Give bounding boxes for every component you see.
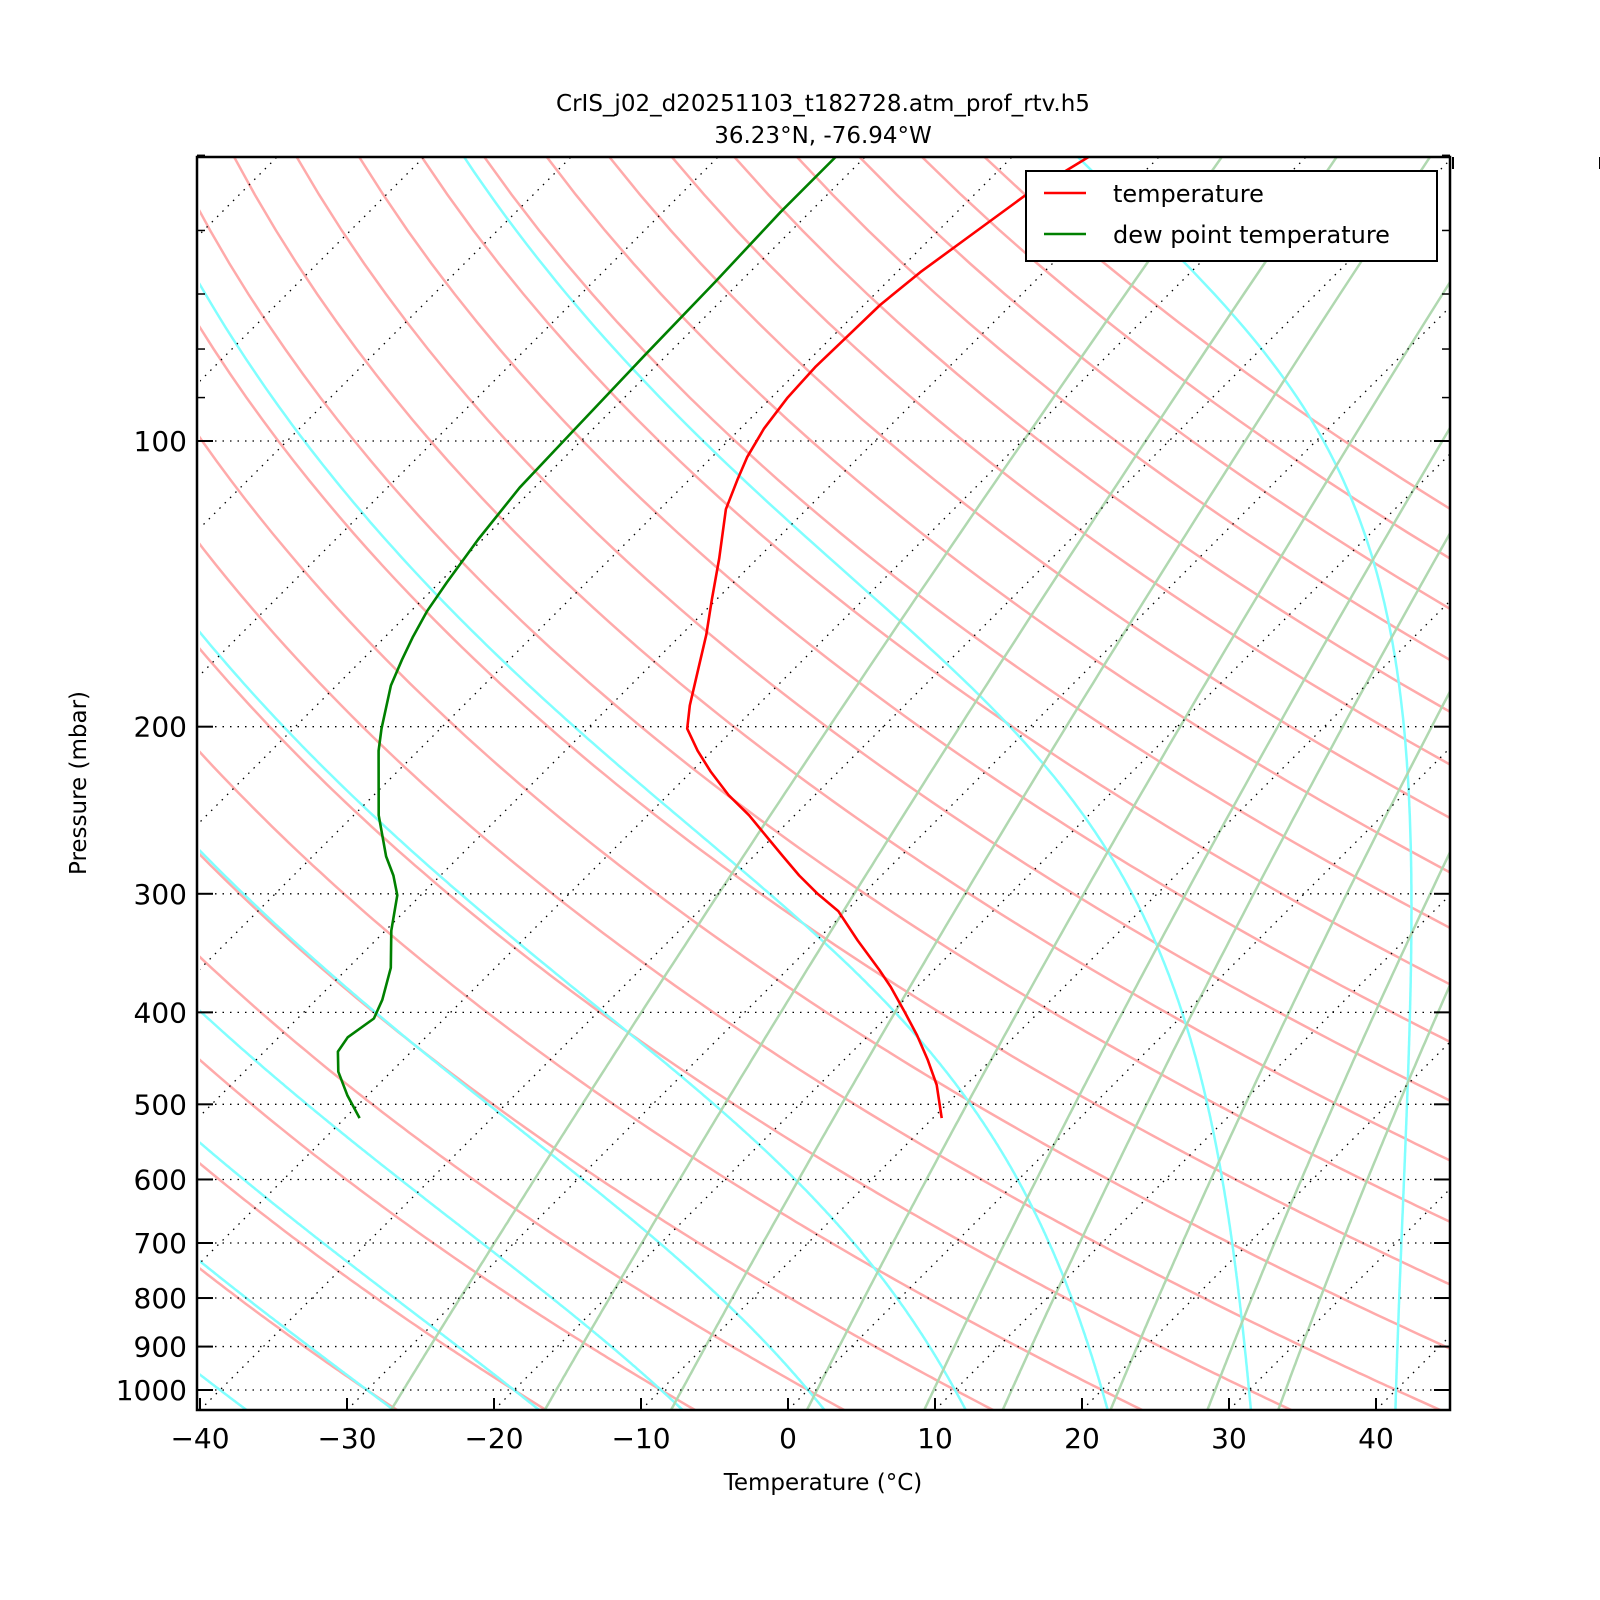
x-axis: −40 −30 −20 −10 0 10 20 30 40 (170, 157, 1600, 1455)
y-tick-label: 300 (134, 878, 187, 911)
moist-adiabats (200, 155, 1600, 1410)
isotherm-line (1081, 1041, 1450, 1410)
isotherm-line (200, 157, 1307, 1264)
dry-adiabats (200, 157, 1450, 1410)
mixing-ratio-line (1277, 981, 1450, 1410)
y-tick-label: 1000 (116, 1374, 187, 1407)
dry-adiabat-line (732, 157, 1450, 714)
isotherm-line (200, 157, 425, 382)
dry-adiabat-line (670, 157, 1450, 766)
y-tick-label: 500 (134, 1088, 187, 1121)
chart-title: CrIS_j02_d20251103_t182728.atm_prof_rtv.… (556, 91, 1090, 117)
moist-adiabat-line (200, 1141, 541, 1410)
dry-adiabat-line (795, 157, 1450, 662)
mixing-ratio-line (389, 157, 1224, 1410)
x-tick-label: −10 (611, 1422, 670, 1455)
mixing-ratio-line (543, 157, 1339, 1410)
dry-adiabat-line (545, 157, 1450, 874)
data-series (336, 157, 1090, 1119)
dry-adiabat-line (200, 647, 1292, 1410)
x-tick-label: −30 (317, 1422, 376, 1455)
temperature-profile-line (685, 157, 1090, 1119)
dry-adiabat-line (232, 157, 1450, 1162)
isotherm-line (934, 894, 1450, 1410)
dry-adiabat-line (200, 750, 1143, 1410)
dry-adiabat-line (482, 157, 1450, 930)
isotherm-line (200, 157, 572, 529)
isotherms (200, 157, 1450, 1410)
moist-adiabat-line (1076, 157, 1413, 1410)
dry-adiabat-line (357, 157, 1450, 1044)
mixing-ratio-lines (389, 157, 1450, 1410)
dry-adiabat-line (200, 325, 1450, 1286)
moist-adiabat-line (462, 157, 1253, 1410)
mixing-ratio-line (1206, 849, 1450, 1410)
dry-adiabat-line (607, 157, 1450, 820)
dry-adiabat-line (200, 435, 1450, 1350)
plot-area (200, 155, 1600, 1410)
moist-adiabat-line (200, 282, 1109, 1410)
x-axis-label: Temperature (°C) (723, 1470, 923, 1496)
isotherm-line (200, 157, 866, 823)
x-tick-label: 0 (779, 1422, 797, 1455)
legend-box (1025, 170, 1438, 262)
mixing-ratio-line (923, 425, 1450, 1410)
x-tick-label: −20 (464, 1422, 523, 1455)
x-tick-label: 40 (1358, 1422, 1394, 1455)
dry-adiabat-line (200, 1058, 696, 1410)
legend: temperature dew point temperature (1025, 170, 1438, 262)
plot-frame (195, 155, 1452, 1412)
isotherm-line (640, 600, 1450, 1410)
moist-adiabat-line (1541, 155, 1600, 1410)
dry-adiabat-line (920, 157, 1450, 560)
y-axis-label: Pressure (mbar) (66, 691, 92, 875)
mixing-ratio-line (1109, 688, 1450, 1410)
moist-adiabat-line (200, 630, 967, 1410)
y-tick-label: 200 (134, 711, 187, 744)
dry-adiabat-line (295, 157, 1450, 1102)
isotherm-line (200, 159, 1450, 1410)
isotherm-line (1375, 1335, 1450, 1410)
chart-subtitle: 36.23°N, -76.94°W (714, 123, 932, 149)
moist-adiabat-line (200, 1259, 395, 1410)
isotherm-line (200, 157, 1160, 1117)
x-tick-label: 10 (917, 1422, 953, 1455)
isotherm-line (200, 157, 719, 676)
moist-adiabat-line (200, 1009, 684, 1410)
x-tick-label: −40 (170, 1422, 229, 1455)
dry-adiabat-line (200, 1267, 398, 1410)
y-tick-label: 800 (134, 1282, 187, 1315)
mixing-ratio-line (805, 279, 1450, 1410)
mixing-ratio-line (1001, 530, 1450, 1410)
y-tick-label: 900 (134, 1331, 187, 1364)
x-tick-label: 30 (1211, 1422, 1247, 1455)
isotherm-line (200, 157, 1013, 970)
dewpoint-profile-line (336, 157, 837, 1119)
y-tick-label: 400 (134, 996, 187, 1029)
y-tick-label: 700 (134, 1227, 187, 1260)
isotherm-line (346, 306, 1450, 1410)
isotherm-line (493, 453, 1450, 1410)
dry-adiabat-line (200, 852, 994, 1410)
x-tick-label: 20 (1064, 1422, 1100, 1455)
mixing-ratio-line (669, 157, 1432, 1410)
legend-label-dewpoint: dew point temperature (1113, 221, 1390, 249)
pressure-gridlines (200, 440, 1450, 1391)
y-axis: 100 200 300 400 500 600 700 800 900 1000 (116, 154, 1450, 1407)
dry-adiabat-line (200, 542, 1442, 1410)
dry-adiabat-line (420, 157, 1450, 986)
dry-adiabat-line (200, 955, 845, 1410)
moist-adiabat-line (200, 849, 826, 1410)
dry-adiabat-line (200, 209, 1450, 1224)
legend-label-temperature: temperature (1113, 180, 1264, 208)
y-tick-label: 600 (134, 1163, 187, 1196)
y-tick-label: 100 (134, 425, 187, 458)
